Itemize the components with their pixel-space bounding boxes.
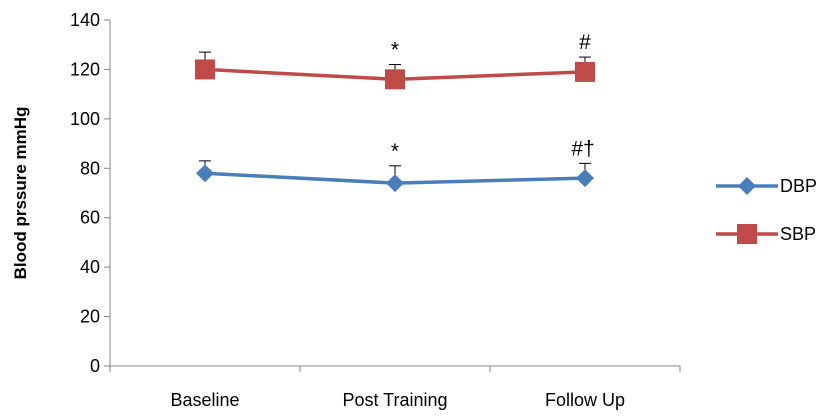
data-point-diamond [576, 169, 594, 188]
y-tick-label: 0 [90, 356, 100, 376]
series-sbp: * # [195, 31, 595, 90]
legend-label: SBP [780, 224, 816, 244]
y-tick-label: 80 [80, 158, 100, 178]
x-tick-label: Baseline [170, 390, 239, 410]
series-dbp: * #† [196, 137, 595, 193]
y-tick-label: 120 [70, 59, 100, 79]
y-tick-label: 40 [80, 257, 100, 277]
data-point-square [385, 69, 405, 90]
x-tick-label: Follow Up [545, 390, 625, 410]
y-tick-label: 140 [70, 10, 100, 30]
legend-item-sbp: SBP [716, 224, 816, 244]
data-point-square [195, 59, 215, 80]
significance-annotation: * [391, 140, 399, 163]
significance-annotation: * [391, 38, 399, 61]
legend-marker-diamond [738, 177, 756, 195]
data-point-diamond [196, 164, 214, 183]
legend-marker-square [737, 224, 757, 244]
legend-label: DBP [780, 176, 817, 196]
y-tick-label: 60 [80, 208, 100, 228]
data-point-diamond [386, 174, 404, 193]
y-axis-title: Blood prssure mmHg [11, 107, 30, 280]
series-layer: * #†* # [195, 31, 595, 193]
significance-annotation: #† [571, 137, 594, 160]
axes: 0 20 40 60 80 100 120 140 Baseline Post Training F… [70, 10, 681, 410]
y-tick-label: 100 [70, 109, 100, 129]
legend: DBP SBP [716, 176, 817, 244]
significance-annotation: # [579, 31, 591, 54]
data-point-square [575, 61, 595, 82]
y-tick-label: 20 [80, 307, 100, 327]
x-tick-label: Post Training [342, 390, 447, 410]
legend-item-dbp: DBP [716, 176, 817, 196]
